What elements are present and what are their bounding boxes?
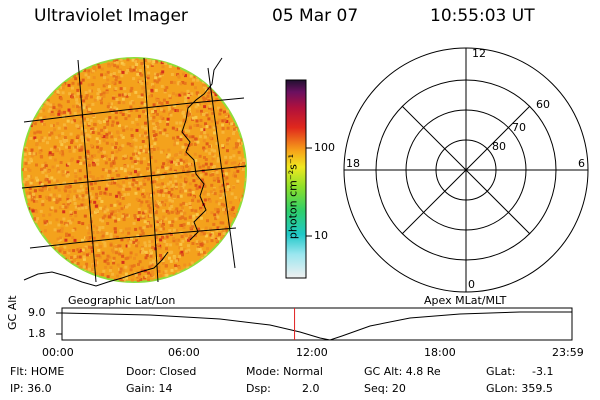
status-flight: Flt: HOME bbox=[10, 365, 65, 378]
colorbar-tick-100: 100 bbox=[314, 141, 335, 154]
mlat-label-60: 60 bbox=[536, 98, 550, 111]
timeline-ytick-1-8: 1.8 bbox=[28, 327, 46, 340]
intensity-colorbar bbox=[285, 79, 312, 279]
status-ip: IP: 36.0 bbox=[10, 382, 52, 395]
timeline-xtick-0000: 00:00 bbox=[42, 346, 74, 359]
status-door: Door: Closed bbox=[126, 365, 197, 378]
coastline bbox=[23, 57, 223, 287]
timeline-xtick-1800: 18:00 bbox=[424, 346, 456, 359]
status-dsp-value: 2.0 bbox=[302, 382, 320, 395]
geographic-grid bbox=[21, 57, 247, 283]
mlt-label-6: 6 bbox=[578, 157, 585, 170]
status-gain: Gain: 14 bbox=[126, 382, 173, 395]
timeline-xtick-1200: 12:00 bbox=[296, 346, 328, 359]
status-gc-alt: GC Alt: 4.8 Re bbox=[364, 365, 441, 378]
uv-image-disk bbox=[21, 57, 247, 283]
geographic-caption: Geographic Lat/Lon bbox=[68, 294, 176, 307]
status-glat-value: -3.1 bbox=[532, 365, 554, 378]
mlt-label-0: 0 bbox=[468, 278, 475, 291]
altitude-timeline bbox=[56, 307, 573, 341]
status-seq: Seq: 20 bbox=[364, 382, 406, 395]
status-glon: GLon: 359.5 bbox=[486, 382, 553, 395]
colorbar-unit-label: photon cm⁻²s⁻¹ bbox=[286, 153, 300, 240]
image-time: 10:55:03 UT bbox=[430, 6, 535, 26]
timeline-xtick-2359: 23:59 bbox=[552, 346, 584, 359]
status-glat-label: GLat: bbox=[486, 365, 516, 378]
colorbar-tick-10: 10 bbox=[314, 229, 328, 242]
status-dsp-label: Dsp: bbox=[246, 382, 271, 395]
app-title: Ultraviolet Imager bbox=[34, 6, 188, 26]
timeline-axis-label: GC Alt bbox=[6, 295, 19, 330]
mlat-label-80: 80 bbox=[492, 140, 506, 153]
image-date: 05 Mar 07 bbox=[272, 6, 359, 26]
timeline-xtick-0600: 06:00 bbox=[168, 346, 200, 359]
timeline-ytick-9: 9.0 bbox=[28, 306, 46, 319]
mlat-label-70: 70 bbox=[512, 121, 526, 134]
mlt-label-12: 12 bbox=[472, 47, 486, 60]
status-mode: Mode: Normal bbox=[246, 365, 323, 378]
mlt-label-18: 18 bbox=[346, 157, 360, 170]
polar-mlat-mlt-plot bbox=[343, 47, 589, 293]
apex-caption: Apex MLat/MLT bbox=[424, 294, 507, 307]
